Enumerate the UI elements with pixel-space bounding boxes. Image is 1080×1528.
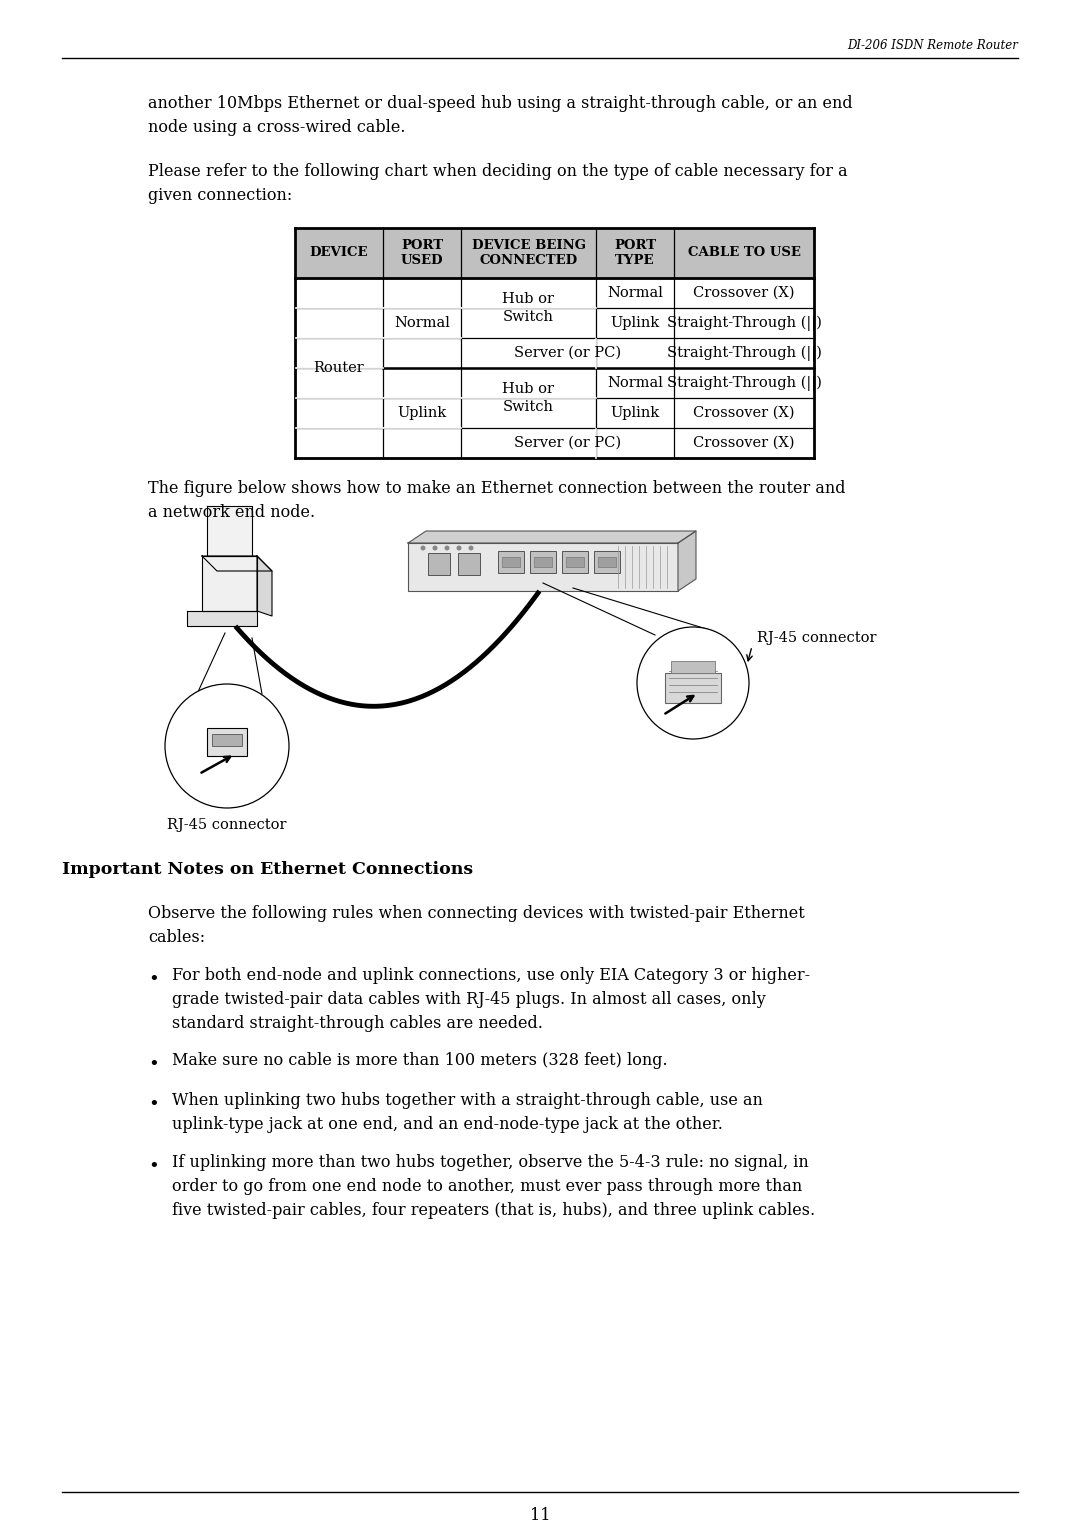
Bar: [502, 558, 519, 567]
Text: Crossover (X): Crossover (X): [693, 435, 795, 451]
Polygon shape: [202, 556, 272, 571]
Text: Server (or PC): Server (or PC): [514, 435, 621, 451]
Text: Router: Router: [313, 361, 364, 374]
Text: Crossover (X): Crossover (X): [693, 406, 795, 420]
Bar: [212, 733, 242, 746]
Circle shape: [445, 545, 449, 550]
Circle shape: [457, 545, 461, 550]
Text: Normal: Normal: [394, 316, 450, 330]
Polygon shape: [207, 506, 252, 556]
Bar: [671, 662, 715, 672]
Bar: [562, 552, 588, 573]
Text: When uplinking two hubs together with a straight-through cable, use an
uplink-ty: When uplinking two hubs together with a …: [172, 1093, 762, 1134]
Bar: [534, 558, 552, 567]
Text: •: •: [148, 1158, 159, 1177]
Text: 11: 11: [530, 1507, 550, 1523]
Text: Important Notes on Ethernet Connections: Important Notes on Ethernet Connections: [62, 860, 473, 879]
Text: Uplink: Uplink: [610, 316, 660, 330]
Polygon shape: [408, 532, 696, 542]
Text: Server (or PC): Server (or PC): [514, 345, 621, 361]
Text: Straight-Through (||): Straight-Through (||): [666, 315, 822, 330]
Bar: [598, 558, 616, 567]
Text: DI-206 ISDN Remote Router: DI-206 ISDN Remote Router: [847, 40, 1018, 52]
Bar: [458, 553, 480, 575]
Circle shape: [637, 626, 750, 740]
Bar: [594, 552, 620, 573]
Text: •: •: [148, 1056, 159, 1074]
Bar: [665, 672, 721, 703]
Text: Hub or
Switch: Hub or Switch: [502, 382, 554, 414]
Text: Observe the following rules when connecting devices with twisted-pair Ethernet
c: Observe the following rules when connect…: [148, 905, 805, 946]
Circle shape: [469, 545, 473, 550]
Text: RJ-45 connector: RJ-45 connector: [757, 631, 877, 645]
Text: Uplink: Uplink: [610, 406, 660, 420]
Polygon shape: [202, 556, 257, 611]
Text: •: •: [148, 1096, 159, 1114]
Polygon shape: [678, 532, 696, 591]
Circle shape: [420, 545, 426, 550]
Circle shape: [432, 545, 437, 550]
Text: If uplinking more than two hubs together, observe the 5-4-3 rule: no signal, in
: If uplinking more than two hubs together…: [172, 1154, 815, 1219]
Circle shape: [165, 685, 289, 808]
Text: Normal: Normal: [607, 376, 663, 390]
Text: Normal: Normal: [607, 286, 663, 299]
Polygon shape: [187, 611, 257, 626]
Text: DEVICE BEING
CONNECTED: DEVICE BEING CONNECTED: [472, 238, 585, 267]
Text: Crossover (X): Crossover (X): [693, 286, 795, 299]
Text: Make sure no cable is more than 100 meters (328 feet) long.: Make sure no cable is more than 100 mete…: [172, 1051, 667, 1070]
Text: CABLE TO USE: CABLE TO USE: [688, 246, 800, 260]
Bar: [498, 552, 524, 573]
Polygon shape: [257, 556, 272, 616]
Text: Uplink: Uplink: [397, 406, 447, 420]
Text: Straight-Through (||): Straight-Through (||): [666, 376, 822, 391]
Text: For both end-node and uplink connections, use only EIA Category 3 or higher-
gra: For both end-node and uplink connections…: [172, 967, 810, 1033]
Text: •: •: [148, 970, 159, 989]
Text: Please refer to the following chart when deciding on the type of cable necessary: Please refer to the following chart when…: [148, 163, 848, 205]
Bar: [408, 542, 678, 591]
Text: PORT
USED: PORT USED: [401, 238, 443, 267]
Text: Straight-Through (||): Straight-Through (||): [666, 345, 822, 361]
Bar: [207, 727, 247, 756]
Text: PORT
TYPE: PORT TYPE: [613, 238, 656, 267]
Text: DEVICE: DEVICE: [310, 246, 368, 260]
Bar: [566, 558, 584, 567]
Text: The figure below shows how to make an Ethernet connection between the router and: The figure below shows how to make an Et…: [148, 480, 846, 521]
Text: another 10Mbps Ethernet or dual-speed hub using a straight-through cable, or an : another 10Mbps Ethernet or dual-speed hu…: [148, 95, 852, 136]
Text: RJ-45 connector: RJ-45 connector: [167, 817, 287, 833]
Text: Hub or
Switch: Hub or Switch: [502, 292, 554, 324]
Bar: [428, 553, 450, 575]
Bar: [530, 552, 556, 573]
Bar: [295, 228, 814, 278]
